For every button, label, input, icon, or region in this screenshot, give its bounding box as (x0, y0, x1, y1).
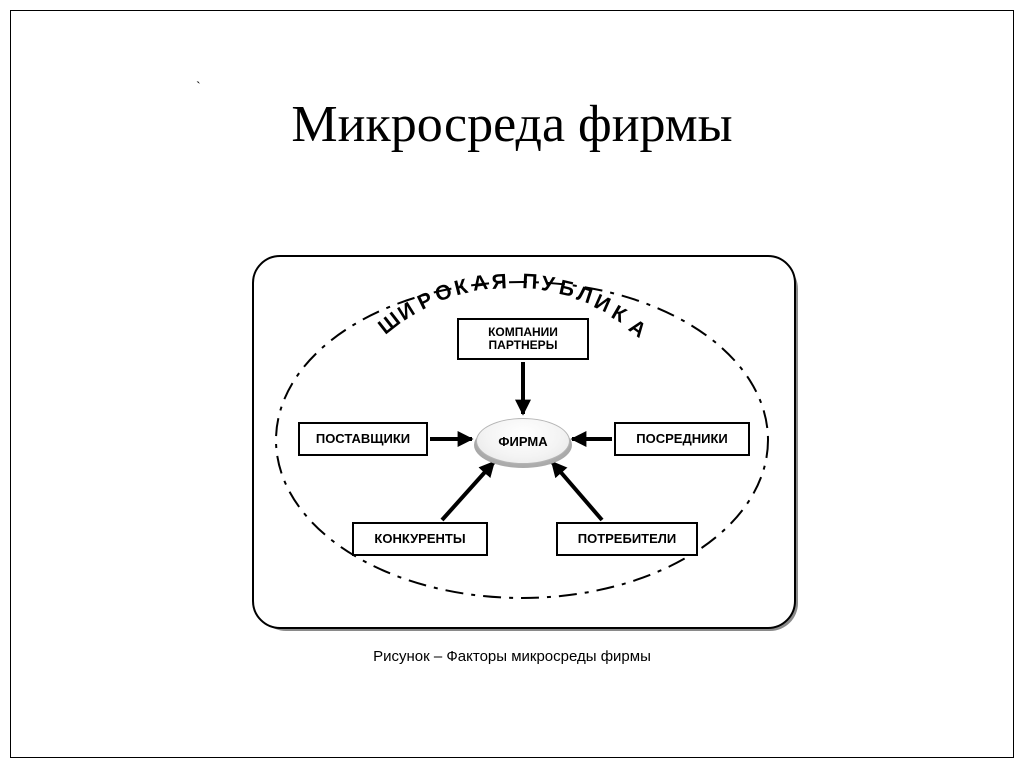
center-node-label: ФИРМА (498, 434, 547, 449)
node-middlemen: ПОСРЕДНИКИ (614, 422, 750, 456)
figure-caption: Рисунок – Факторы микросреды фирмы (0, 648, 1024, 665)
node-label: ПОСРЕДНИКИ (636, 432, 727, 446)
arc-letter: Я (491, 270, 507, 295)
node-label: ПОСТАВЩИКИ (316, 432, 410, 446)
center-node: ФИРМА (476, 418, 570, 464)
stray-mark: ` (196, 80, 201, 96)
node-partners: КОМПАНИИПАРТНЕРЫ (457, 318, 589, 360)
node-label: КОНКУРЕНТЫ (374, 532, 465, 546)
node-label: ПАРТНЕРЫ (489, 339, 558, 352)
node-label: ПОТРЕБИТЕЛИ (578, 532, 677, 546)
arc-letter: П (522, 270, 538, 295)
node-competitors: КОНКУРЕНТЫ (352, 522, 488, 556)
node-consumers: ПОТРЕБИТЕЛИ (556, 522, 698, 556)
page-title: Микросреда фирмы (0, 95, 1024, 154)
node-suppliers: ПОСТАВЩИКИ (298, 422, 428, 456)
arc-letter: А (471, 271, 489, 297)
